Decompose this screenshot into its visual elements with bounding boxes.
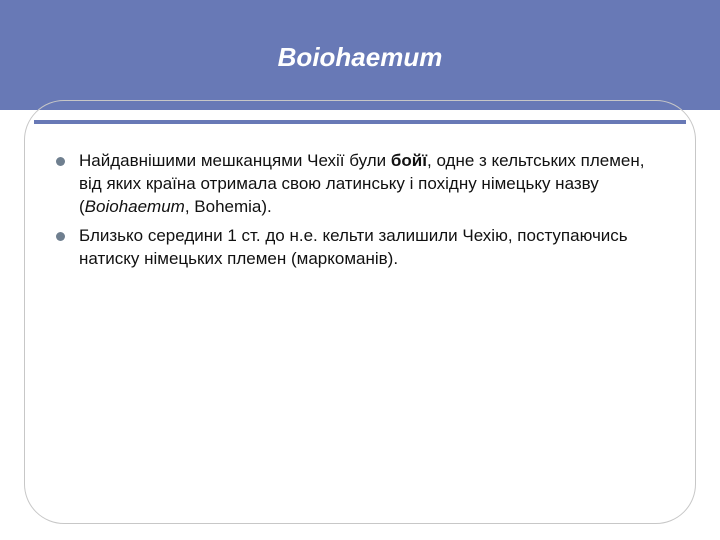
- text-segment: Найдавнішими мешканцями Чехії були: [79, 151, 391, 170]
- bullet-text: Близько середини 1 ст. до н.е. кельти за…: [79, 225, 664, 271]
- text-segment: Близько середини 1 ст. до н.е. кельти за…: [79, 226, 628, 268]
- bullet-text: Найдавнішими мешканцями Чехії були бойї,…: [79, 150, 664, 219]
- title-divider: [34, 120, 686, 124]
- slide-title: Boiohaemum: [0, 42, 720, 73]
- header-band: Boiohaemum: [0, 0, 720, 110]
- list-item: Близько середини 1 ст. до н.е. кельти за…: [56, 225, 664, 271]
- text-bold: бойї: [391, 151, 427, 170]
- list-item: Найдавнішими мешканцями Чехії були бойї,…: [56, 150, 664, 219]
- text-segment: , Bohemia).: [185, 197, 272, 216]
- content-area: Найдавнішими мешканцями Чехії були бойї,…: [56, 150, 664, 277]
- bullet-icon: [56, 157, 65, 166]
- text-italic: Boiohaemum: [85, 197, 185, 216]
- bullet-icon: [56, 232, 65, 241]
